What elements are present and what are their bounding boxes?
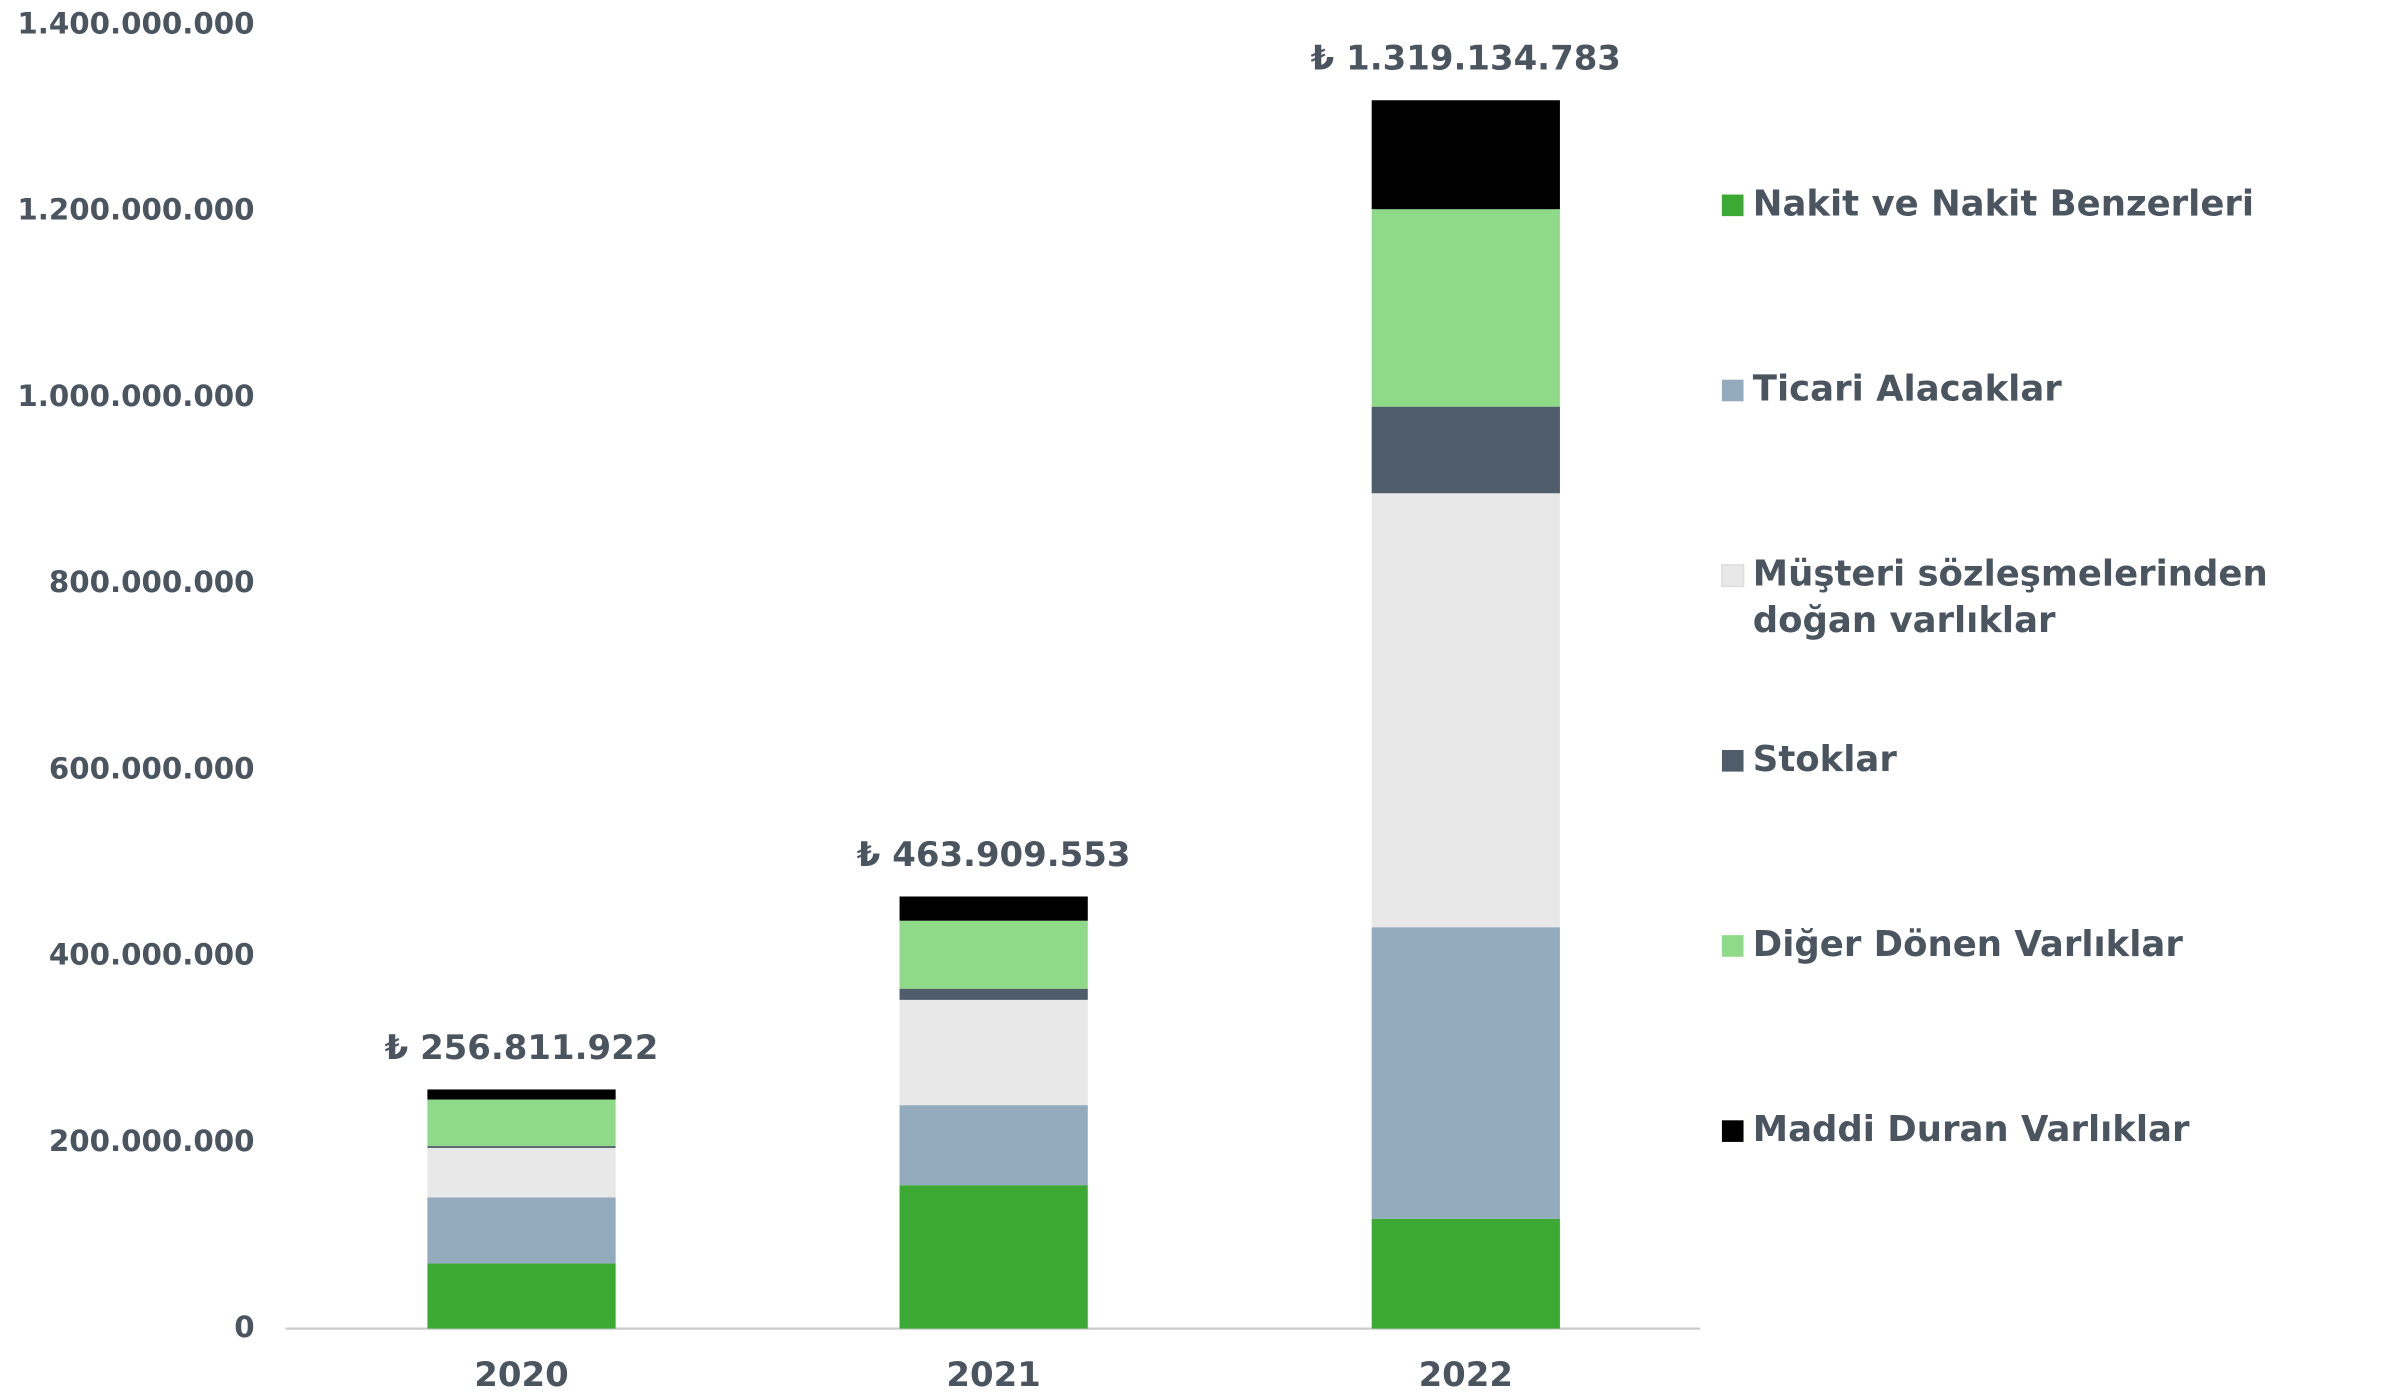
bar-segment [1371, 406, 1560, 494]
total-label: ₺ 1.319.134.783 [1311, 39, 1621, 79]
bar-segment [427, 1197, 616, 1264]
y-tick-label: 200.000.000 [49, 1124, 255, 1158]
legend-swatch [1721, 935, 1744, 957]
legend-label: Diğer Dönen Varlıklar [1753, 924, 2184, 965]
y-tick-label: 0 [234, 1310, 254, 1344]
bar-segment [427, 1089, 616, 1100]
total-label: ₺ 463.909.553 [857, 835, 1131, 875]
bar-segment [899, 1185, 1088, 1329]
legend-swatch [1721, 1120, 1744, 1142]
bar-segment [899, 988, 1088, 1000]
x-tick-label: 2020 [474, 1355, 568, 1392]
legend-label: Müşteri sözleşmelerinden doğan varlıklar [1753, 554, 2268, 641]
bar-segment [427, 1099, 616, 1147]
bar-segment [899, 920, 1088, 989]
bar-segment [1371, 927, 1560, 1219]
bar-segment [1371, 100, 1560, 210]
bar-segment [899, 1105, 1088, 1186]
legend-label: Maddi Duran Varlıklar [1753, 1109, 2190, 1150]
bar-segment [1371, 1218, 1560, 1329]
legend-label: Stoklar [1753, 739, 1898, 780]
bar-segment [1371, 209, 1560, 407]
bar-segment [899, 999, 1088, 1106]
x-tick-label: 2022 [1419, 1355, 1513, 1392]
bar-segment [427, 1263, 616, 1329]
legend-swatch [1721, 379, 1744, 402]
y-tick-label: 1.200.000.000 [17, 193, 254, 227]
bar-segment [899, 896, 1088, 921]
bar-segment [427, 1147, 616, 1198]
legend-swatch [1721, 564, 1745, 588]
y-tick-label: 600.000.000 [49, 751, 255, 785]
y-tick-label: 1.400.000.000 [17, 6, 254, 40]
y-tick-label: 400.000.000 [49, 938, 255, 972]
bar-segment [1371, 493, 1560, 928]
total-label: ₺ 256.811.922 [385, 1028, 659, 1068]
bar-segment [427, 1146, 616, 1148]
legend-label: Nakit ve Nakit Benzerleri [1753, 183, 2254, 224]
legend-swatch [1721, 194, 1744, 217]
legend-swatch [1721, 750, 1744, 772]
y-tick-label: 800.000.000 [49, 565, 255, 599]
legend-label: Ticari Alacaklar [1753, 368, 2062, 409]
y-tick-label: 1.000.000.000 [17, 379, 254, 413]
x-tick-label: 2021 [946, 1355, 1040, 1392]
